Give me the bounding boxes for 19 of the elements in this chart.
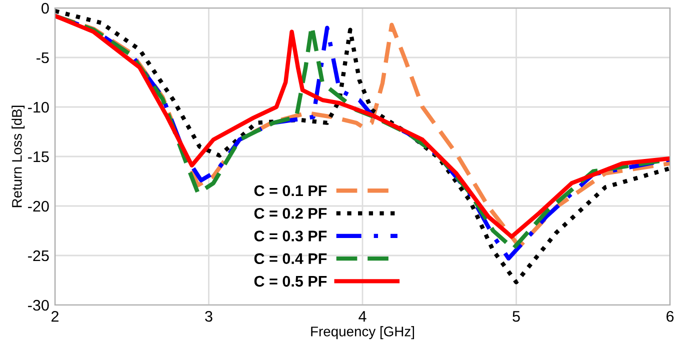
legend-label: C = 0.2 PF [254, 208, 327, 219]
legend-label: C = 0.4 PF [254, 253, 327, 264]
y-tick-label: -25 [28, 250, 49, 262]
x-tick-label: 5 [512, 311, 520, 322]
y-tick-label: -5 [36, 52, 49, 64]
legend-label: C = 0.5 PF [254, 276, 327, 287]
x-tick-label: 2 [52, 310, 58, 322]
y-tick-label: -20 [28, 200, 49, 212]
x-axis-title: Frequency [GHz] [311, 326, 414, 340]
y-tick-label: 0 [42, 2, 49, 14]
legend-label: C = 0.1 PF [254, 185, 327, 196]
x-tick-label: 3 [205, 310, 212, 322]
x-tick-label: 6 [666, 310, 674, 322]
y-tick-label: -30 [28, 300, 49, 311]
legend-label: C = 0.3 PF [254, 230, 327, 242]
y-axis-title: Return Loss [dB] [12, 106, 25, 208]
x-tick-label: 4 [358, 311, 366, 322]
y-tick-label: -10 [28, 102, 49, 113]
y-tick-label: -15 [28, 152, 49, 162]
